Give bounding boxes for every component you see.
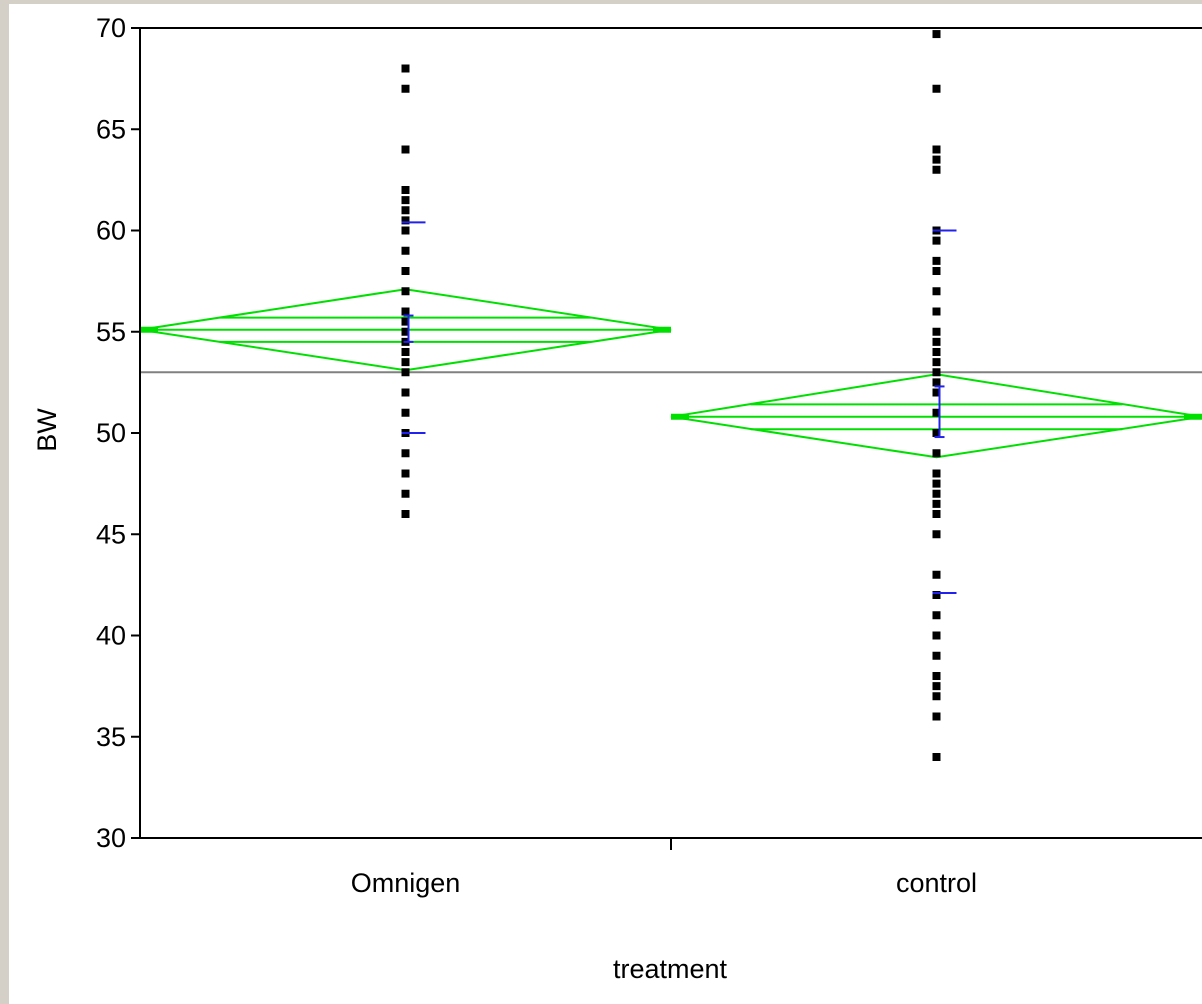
data-point (932, 489, 941, 498)
data-point (401, 317, 410, 326)
data-point (401, 368, 410, 377)
data-point (401, 489, 410, 498)
data-point (401, 510, 410, 518)
data-point (401, 327, 410, 336)
data-point (401, 307, 410, 316)
data-point (932, 408, 941, 417)
data-point (932, 287, 941, 296)
data-point (932, 155, 941, 164)
x-axis-title: treatment (613, 954, 728, 984)
y-tick-label: 40 (96, 621, 126, 651)
y-tick-label: 50 (96, 418, 126, 448)
data-point (932, 510, 941, 518)
group-omnigen (139, 64, 672, 518)
data-point (932, 499, 941, 508)
data-point (401, 348, 410, 356)
data-point (932, 348, 941, 356)
data-point (401, 186, 410, 194)
data-point (932, 651, 941, 660)
data-point (401, 267, 410, 275)
oneway-chart: 30 35 40 45 50 55 60 65 70 Omnigen control BW trea… (32, 13, 1202, 984)
data-point (932, 145, 941, 154)
data-point (932, 591, 941, 599)
axes: 30 35 40 45 50 55 60 65 70 Omnigen control (96, 13, 1202, 898)
data-point (932, 84, 941, 93)
data-point (932, 337, 941, 346)
data-point (932, 327, 941, 336)
data-point (932, 267, 941, 275)
data-point (932, 753, 941, 761)
data-point (401, 469, 410, 478)
data-point (401, 358, 410, 367)
data-point (401, 84, 410, 93)
data-point (932, 30, 941, 39)
data-point (932, 236, 941, 245)
y-tick-label: 60 (96, 216, 126, 246)
y-tick-label: 70 (96, 13, 126, 43)
group-control (670, 30, 1202, 761)
data-point (932, 388, 941, 397)
data-point (932, 449, 941, 458)
plot-area (139, 30, 1202, 761)
data-point (401, 408, 410, 417)
data-point (932, 631, 941, 640)
data-point (932, 469, 941, 478)
data-point (932, 570, 941, 579)
data-point (932, 307, 941, 316)
data-point (932, 712, 941, 721)
data-point (932, 672, 941, 680)
data-point (401, 145, 410, 154)
y-tick-label: 55 (96, 317, 126, 347)
y-tick-label: 65 (96, 114, 126, 144)
data-point (401, 216, 410, 225)
data-point (932, 368, 941, 377)
data-point (932, 682, 941, 691)
data-point (932, 256, 941, 265)
data-point (932, 479, 941, 488)
data-point (401, 196, 410, 205)
data-point (932, 530, 941, 539)
means-diamond (670, 373, 1202, 459)
data-point (401, 246, 410, 255)
data-point (401, 287, 410, 296)
data-point (401, 449, 410, 458)
x-tick-label: control (896, 868, 977, 898)
data-point (932, 429, 941, 437)
data-point (932, 692, 941, 701)
data-point (932, 611, 941, 620)
x-tick-label: Omnigen (351, 868, 461, 898)
data-point (932, 378, 941, 387)
data-point (932, 358, 941, 367)
y-tick-label: 35 (96, 722, 126, 752)
data-point (401, 64, 410, 73)
data-point (401, 226, 410, 235)
data-point (932, 165, 941, 174)
y-axis-title: BW (32, 408, 62, 452)
y-tick-label: 45 (96, 519, 126, 549)
data-point (401, 206, 410, 215)
data-point (401, 388, 410, 397)
y-tick-label: 30 (96, 823, 126, 853)
